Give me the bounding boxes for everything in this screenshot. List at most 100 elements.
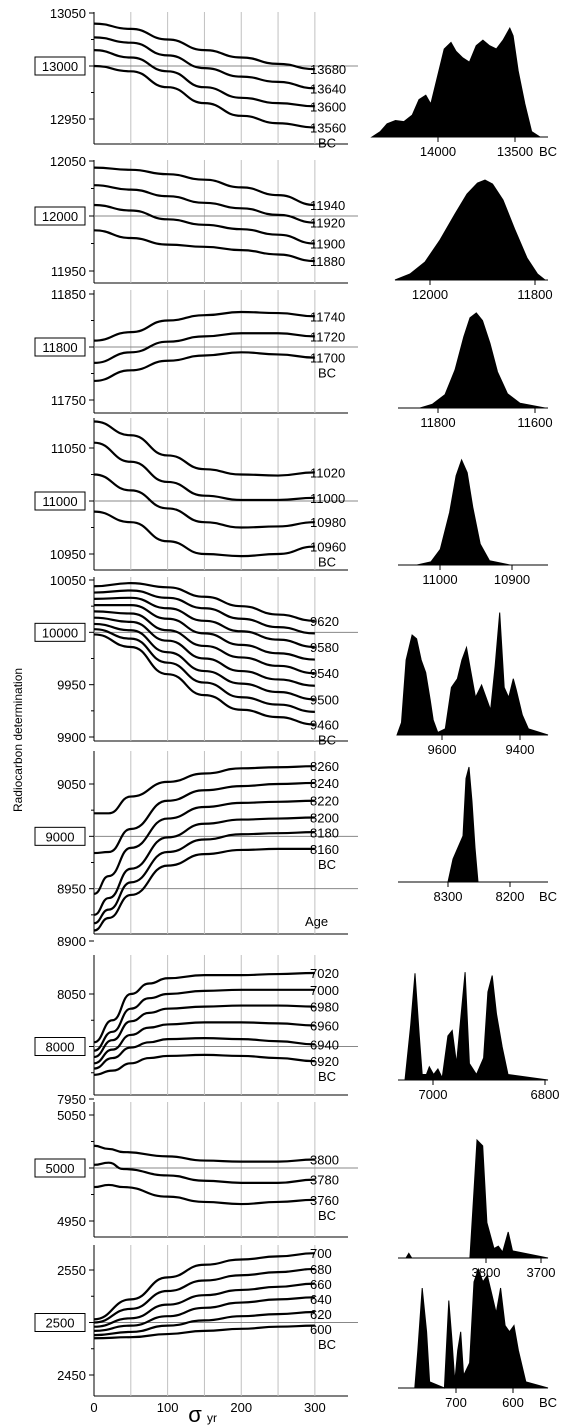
- histogram-shape: [404, 972, 549, 1081]
- histogram: 700 600 BC: [398, 1267, 557, 1410]
- series-line: [93, 582, 315, 622]
- series-line: [93, 799, 315, 895]
- histogram: 7000 6800: [398, 972, 559, 1102]
- series-label: 620: [310, 1307, 332, 1322]
- y-tick-label: 11050: [51, 441, 86, 456]
- panel-2: 12050 12000 11950 11940 11920 11900 11880 12000…: [34, 154, 553, 302]
- y-tick-label: 2500: [46, 1316, 75, 1331]
- histogram-tick-label: 14000: [420, 144, 456, 159]
- series-label: 13600: [310, 99, 346, 114]
- histogram-shape: [405, 1138, 549, 1259]
- y-tick-label: 11850: [51, 287, 86, 302]
- series-line: [93, 1252, 315, 1321]
- y-tick-label: 5000: [46, 1161, 75, 1176]
- series-line: [93, 1296, 315, 1332]
- y-tick-label: 10950: [50, 547, 86, 562]
- histogram-tick-label: BC: [539, 889, 557, 904]
- y-tick-label: 9900: [57, 730, 86, 745]
- series-line: [93, 473, 315, 529]
- series-label: 11880: [310, 254, 345, 269]
- boxed-value-frame: [34, 491, 86, 511]
- series-label: 6980: [310, 1000, 339, 1015]
- series-line: [93, 1053, 315, 1076]
- series-line: [93, 971, 315, 1044]
- histogram-shape: [394, 179, 547, 281]
- y-tick-label: 11750: [51, 393, 86, 408]
- histogram: 14000 13500 BC: [370, 26, 557, 159]
- histogram-tick-label: 9400: [506, 742, 535, 757]
- series-label: 11000: [310, 491, 345, 506]
- series-label: 6960: [310, 1019, 339, 1034]
- x-tick-label: 200: [230, 1400, 252, 1415]
- y-axis-title: Radiocarbon determination: [11, 668, 25, 812]
- series-label: 11740: [310, 309, 345, 324]
- series-line: [93, 633, 315, 726]
- series-label: 7020: [310, 966, 339, 981]
- series-line: [93, 604, 315, 661]
- histogram-shape: [400, 1267, 549, 1389]
- histogram-tick-label: 11800: [517, 287, 552, 302]
- series-label: 8220: [310, 794, 339, 809]
- series-label: 9500: [310, 692, 339, 707]
- histogram: 9600 9400: [396, 612, 549, 757]
- boxed-value-frame: [34, 206, 86, 226]
- series-line: [93, 351, 315, 383]
- histogram-tick-label: 6800: [531, 1087, 560, 1102]
- boxed-value-frame: [34, 826, 86, 846]
- y-tick-label: 12000: [42, 209, 78, 224]
- unit-label: BC: [318, 857, 336, 872]
- series-line: [93, 49, 315, 108]
- series-label: 11920: [310, 216, 345, 231]
- histogram-tick-label: 13500: [497, 144, 533, 159]
- y-tick-label: 13050: [50, 6, 86, 21]
- series-label: 13640: [310, 81, 346, 96]
- series-label: 11020: [310, 465, 345, 480]
- histogram-tick-label: 10900: [494, 572, 530, 587]
- series-label: 8180: [310, 825, 339, 840]
- unit-label: BC: [318, 1208, 336, 1223]
- series-label: 680: [310, 1262, 332, 1277]
- histogram: 11800 11600: [398, 312, 553, 430]
- series-line: [93, 420, 315, 477]
- histogram-tick-label: BC: [539, 1395, 557, 1410]
- y-tick-label: 12050: [50, 154, 86, 169]
- y-tick-label: 8050: [57, 987, 86, 1002]
- panel-label: Age: [305, 914, 328, 929]
- boxed-value-frame: [34, 1313, 86, 1332]
- panel-1: 13050130001295013680136401360013560BC140…: [34, 6, 557, 159]
- series-line: [93, 616, 315, 687]
- histogram-tick-label: BC: [539, 144, 557, 159]
- y-tick-label: 13000: [42, 59, 78, 74]
- y-tick-label: 9050: [57, 777, 86, 792]
- series-line: [93, 64, 315, 129]
- series-line: [93, 816, 315, 916]
- x-tick-label: 300: [304, 1400, 326, 1415]
- series-label: 13680: [310, 62, 346, 77]
- series-label: 11940: [310, 198, 345, 213]
- y-tick-label: 8000: [46, 1040, 75, 1055]
- histogram-shape: [416, 458, 511, 566]
- y-tick-label: 5050: [57, 1108, 86, 1123]
- x-axis-sigma-symbol: σ: [188, 1402, 202, 1427]
- panel-6: 9050900089508900826082408220820081808160…: [34, 751, 557, 949]
- histogram-tick-label: 700: [445, 1395, 467, 1410]
- histogram-tick-label: 11000: [422, 572, 457, 587]
- histogram-shape: [396, 612, 549, 736]
- boxed-value-frame: [34, 337, 86, 357]
- series-line: [93, 441, 315, 502]
- series-line: [93, 1021, 315, 1065]
- series-line: [93, 628, 315, 713]
- y-tick-label: 7950: [57, 1092, 86, 1107]
- boxed-value-frame: [34, 56, 86, 76]
- series-label: 11700: [310, 351, 345, 366]
- unit-label: BC: [318, 732, 336, 747]
- series-label: 700: [310, 1246, 332, 1261]
- series-label: 6920: [310, 1054, 339, 1069]
- y-tick-label: 12950: [50, 112, 86, 127]
- series-line: [94, 765, 315, 815]
- histogram: 8300 8200 BC: [398, 766, 557, 904]
- series-line: [93, 229, 315, 263]
- series-line: [93, 596, 315, 649]
